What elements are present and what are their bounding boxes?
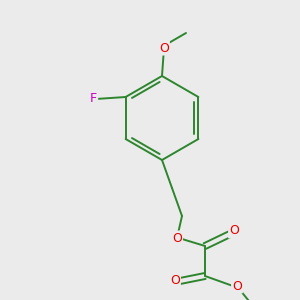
Text: F: F — [90, 92, 97, 106]
Text: O: O — [229, 224, 239, 238]
Text: O: O — [172, 232, 182, 244]
Text: O: O — [170, 274, 180, 287]
Text: O: O — [232, 280, 242, 292]
Text: O: O — [159, 41, 169, 55]
